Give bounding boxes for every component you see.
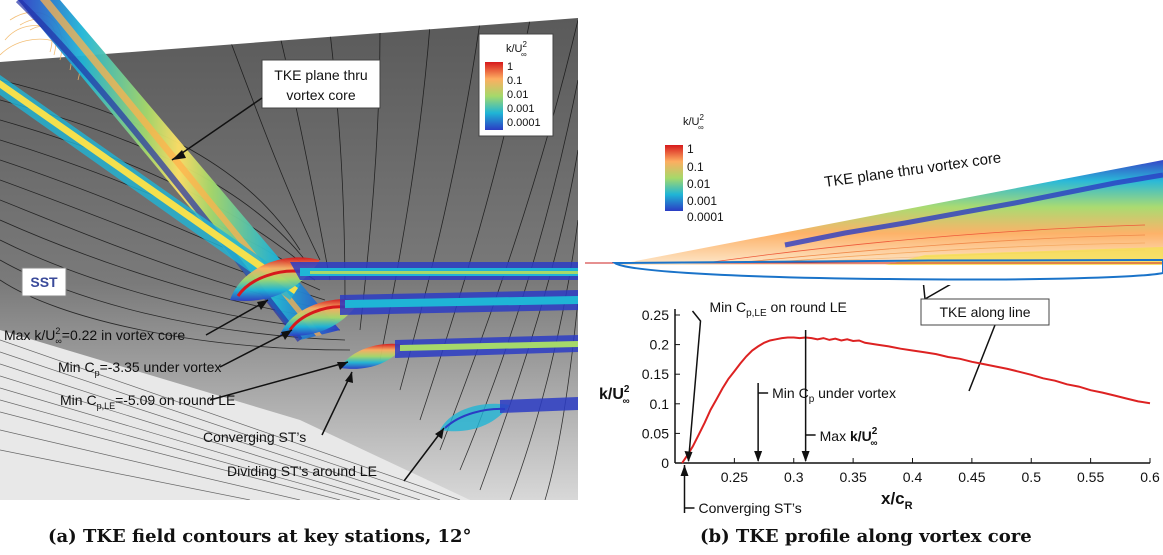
annot-arrowheads (257, 300, 444, 439)
x-tick-label: 0.35 (840, 469, 867, 485)
panel-a-legend-tick-1: 0.1 (507, 75, 522, 87)
x-axis-label: x/cR (881, 489, 913, 512)
panel-b-legend-tick-4: 0.0001 (687, 210, 724, 224)
annot-min-cp-le-leader (687, 310, 702, 462)
tke-streak-left (0, 75, 300, 300)
panel-b-legend-tick-0: 1 (687, 142, 694, 156)
tke-cross-slice-1 (230, 257, 578, 301)
tke-cross-slice-3 (340, 335, 578, 369)
x-tick-label: 0.45 (958, 469, 985, 485)
svg-text:TKE plane thru: TKE plane thru (274, 67, 367, 83)
tke-cross-slice-2 (280, 290, 578, 336)
sst-badge: SST (21, 267, 67, 297)
x-tick-label: 0.55 (1077, 469, 1104, 485)
svg-text:SST: SST (30, 274, 58, 290)
panel-b-colorbar: k/U2 ∞ 1 0.1 0.01 0.001 0.0001 (665, 113, 724, 224)
panel-b-legend-tick-2: 0.01 (687, 177, 711, 191)
airfoil-outline (611, 258, 1163, 281)
tke-profile-chart: TKE along line 0 0.05 0.1 0.15 0.2 0.25 0.25 0.… (599, 285, 1160, 516)
x-tick-label: 0.6 (1140, 469, 1160, 485)
svg-text:TKE along line: TKE along line (939, 304, 1030, 320)
annot-min-cp-arrow (754, 451, 763, 462)
tke-profile-line (681, 336, 1151, 464)
annot-tke-plane: TKE plane thru vortex core (171, 59, 381, 161)
panel-a-legend-tick-2: 0.01 (507, 89, 528, 101)
y-tick-label: 0.05 (642, 425, 669, 441)
y-tick-label: 0.2 (650, 337, 670, 353)
annot-converging-st: Converging ST’s (203, 429, 306, 445)
y-tick-label: 0.15 (642, 366, 669, 382)
annot-conv-arrow (680, 465, 689, 476)
panel-a-figure: k/U2 ∞ 1 0.1 0.01 0.001 0.0001 TKE plane … (0, 0, 578, 500)
panel-b-legend-tick-1: 0.1 (687, 160, 704, 174)
y-tick-label: 0 (661, 455, 669, 471)
annot-min-cp-label: Min Cp under vortex (772, 385, 896, 405)
annot-max-arrow (801, 451, 810, 462)
caption-a: (a) TKE field contours at key stations, … (48, 526, 472, 547)
annot-min-cp-le: Min Cp,LE=-5.09 on round LE (60, 392, 235, 411)
panel-b-plane-figure: k/U2 ∞ 1 0.1 0.01 0.001 0.0001 TKE plane … (585, 113, 1163, 281)
panel-a-legend-tick-0: 1 (507, 61, 513, 73)
panel-a-legend-tick-3: 0.001 (507, 103, 535, 115)
annot-leaders (205, 299, 445, 482)
annot-min-cp-le-arrow (684, 451, 693, 462)
tke-along-line-callout: TKE along line (920, 285, 1050, 392)
annot-min-cp: Min Cp=-3.35 under vortex (58, 359, 221, 378)
x-tick-label: 0.4 (903, 469, 923, 485)
y-tick-label: 0.1 (650, 396, 670, 412)
panel-a-legend-tick-4: 0.0001 (507, 117, 541, 129)
panel-a-legend-title: k/U2 ∞ (506, 40, 528, 59)
caption-b: (b) TKE profile along vortex core (700, 526, 1032, 547)
panel-b-plane-label: TKE plane thru vortex core (823, 149, 1002, 191)
panel-a-colorbar: k/U2 ∞ 1 0.1 0.01 0.001 0.0001 (478, 33, 554, 137)
panel-b-legend-tick-3: 0.001 (687, 194, 717, 208)
annot-conv-label: Converging ST’s (699, 500, 802, 516)
panel-b-legend-title: k/U2 ∞ (683, 113, 705, 132)
annot-min-cp-le-label: Min Cp,LE on round LE (710, 299, 847, 319)
svg-text:vortex core: vortex core (286, 87, 355, 103)
y-tick-label: 0.25 (642, 307, 669, 323)
annot-max-k: Max k/U2 ∞=0.22 in vortex core (4, 326, 185, 346)
x-tick-label: 0.5 (1022, 469, 1042, 485)
annot-dividing-st: Dividing ST’s around LE (227, 463, 377, 479)
x-tick-label: 0.25 (721, 469, 748, 485)
leading-edge-streamlines (0, 339, 461, 500)
tke-cross-slice-4 (440, 397, 578, 432)
y-axis-label: k/U2 ∞ (599, 384, 630, 407)
annot-max-label: Max k/U2 ∞ (820, 426, 878, 449)
x-tick-label: 0.3 (784, 469, 804, 485)
